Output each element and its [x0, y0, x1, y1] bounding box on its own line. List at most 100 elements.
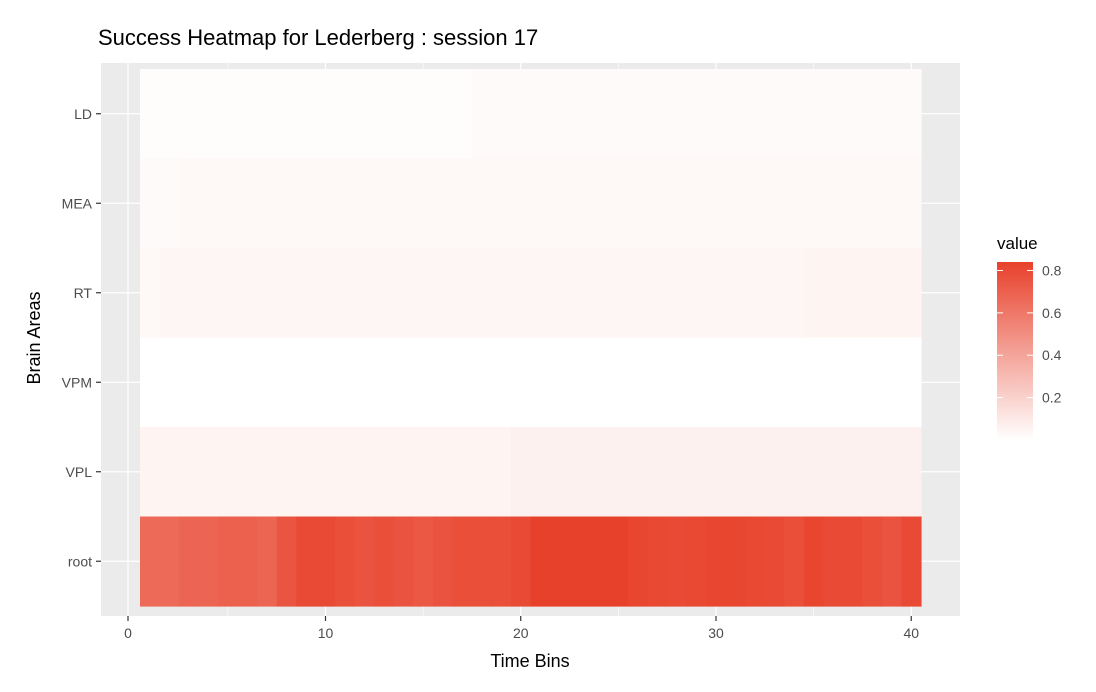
- heatmap-cell: [667, 69, 688, 160]
- heatmap-cell: [686, 427, 707, 518]
- legend-tick-label: 0.6: [1042, 305, 1062, 321]
- heatmap-cell: [881, 248, 903, 339]
- heatmap-cell: [764, 69, 785, 160]
- heatmap-cell: [452, 337, 473, 428]
- heatmap-cell: [179, 516, 200, 607]
- heatmap-cell: [354, 516, 375, 607]
- heatmap-cell: [881, 516, 903, 607]
- heatmap-cell: [764, 427, 785, 518]
- heatmap-cell: [550, 337, 571, 428]
- heatmap-cell: [296, 337, 317, 428]
- heatmap-cell: [237, 158, 258, 249]
- heatmap-cell: [530, 516, 551, 607]
- heatmap-cell: [491, 158, 512, 249]
- heatmap-cell: [706, 248, 727, 339]
- heatmap-cell: [589, 427, 610, 518]
- heatmap-cell: [335, 516, 356, 607]
- heatmap-cell: [179, 158, 200, 249]
- heatmap-cell: [784, 248, 805, 339]
- heatmap-cell: [159, 427, 180, 518]
- heatmap-cell: [413, 69, 434, 160]
- heatmap-cell: [315, 337, 336, 428]
- heatmap-cell: [745, 69, 766, 160]
- heatmap-cell: [569, 248, 590, 339]
- heatmap-cell: [530, 69, 551, 160]
- heatmap-cell: [432, 427, 453, 518]
- heatmap-cell: [432, 69, 453, 160]
- heatmap-cell: [706, 158, 727, 249]
- heatmap-cell: [569, 427, 590, 518]
- heatmap-cell: [764, 516, 785, 607]
- heatmap-cell: [862, 427, 883, 518]
- heatmap-cell: [628, 427, 649, 518]
- heatmap-cell: [725, 158, 746, 249]
- heatmap-cell: [374, 516, 395, 607]
- heatmap-cell: [491, 69, 512, 160]
- heatmap-cell: [725, 427, 746, 518]
- heatmap-cell: [628, 248, 649, 339]
- heatmap-cell: [276, 337, 297, 428]
- heatmap-cell: [550, 158, 571, 249]
- heatmap-cell: [901, 158, 922, 249]
- heatmap-cell: [237, 427, 258, 518]
- heatmap-cell: [686, 158, 707, 249]
- heatmap-cell: [569, 158, 590, 249]
- heatmap-cell: [745, 427, 766, 518]
- heatmap-cell: [803, 248, 824, 339]
- heatmap-cell: [393, 337, 414, 428]
- heatmap-cell: [862, 158, 883, 249]
- heatmap-cell: [491, 337, 512, 428]
- heatmap-cell: [257, 337, 278, 428]
- heatmap-cell: [510, 69, 532, 160]
- chart-title: Success Heatmap for Lederberg : session …: [98, 25, 538, 50]
- heatmap-cell: [335, 69, 356, 160]
- heatmap-cell: [686, 337, 707, 428]
- heatmap-cell: [257, 69, 278, 160]
- heatmap-cell: [647, 427, 668, 518]
- heatmap-cell: [491, 248, 512, 339]
- heatmap-cell: [589, 158, 610, 249]
- y-axis-title: Brain Areas: [24, 291, 44, 384]
- heatmap-cell: [667, 337, 688, 428]
- heatmap-cell: [374, 337, 395, 428]
- heatmap-cell: [179, 69, 200, 160]
- heatmap-cell: [237, 516, 258, 607]
- heatmap-cell: [842, 248, 864, 339]
- heatmap-cell: [393, 516, 414, 607]
- heatmap-cell: [823, 158, 844, 249]
- heatmap-cell: [315, 248, 336, 339]
- heatmap-cell: [745, 158, 766, 249]
- heatmap-cell: [510, 248, 532, 339]
- heatmap-cell: [550, 248, 571, 339]
- heatmap-cell: [218, 69, 239, 160]
- heatmap-cell: [452, 516, 473, 607]
- heatmap-cell: [725, 69, 746, 160]
- heatmap-cell: [296, 516, 317, 607]
- y-tick-label: VPM: [62, 374, 92, 390]
- legend-tick-label: 0.8: [1042, 262, 1062, 278]
- heatmap-cell: [159, 158, 180, 249]
- heatmap-cell: [354, 248, 375, 339]
- heatmap-cell: [823, 69, 844, 160]
- legend-title: value: [997, 234, 1038, 253]
- heatmap-cell: [823, 248, 844, 339]
- heatmap-cell: [881, 427, 903, 518]
- heatmap-cell: [471, 337, 493, 428]
- heatmap-cell: [471, 516, 493, 607]
- heatmap-cell: [159, 516, 180, 607]
- heatmap-cell: [647, 337, 668, 428]
- heatmap-cell: [530, 248, 551, 339]
- heatmap-cell: [471, 248, 493, 339]
- heatmap-cell: [276, 248, 297, 339]
- heatmap-cell: [218, 427, 239, 518]
- heatmap-cell: [745, 337, 766, 428]
- heatmap-cell: [179, 427, 200, 518]
- heatmap-cell: [354, 427, 375, 518]
- heatmap-cell: [198, 69, 219, 160]
- heatmap-cell: [393, 427, 414, 518]
- heatmap-cell: [432, 248, 453, 339]
- heatmap-cell: [901, 337, 922, 428]
- heatmap-cell: [686, 69, 707, 160]
- heatmap-cell: [667, 248, 688, 339]
- heatmap-cell: [647, 158, 668, 249]
